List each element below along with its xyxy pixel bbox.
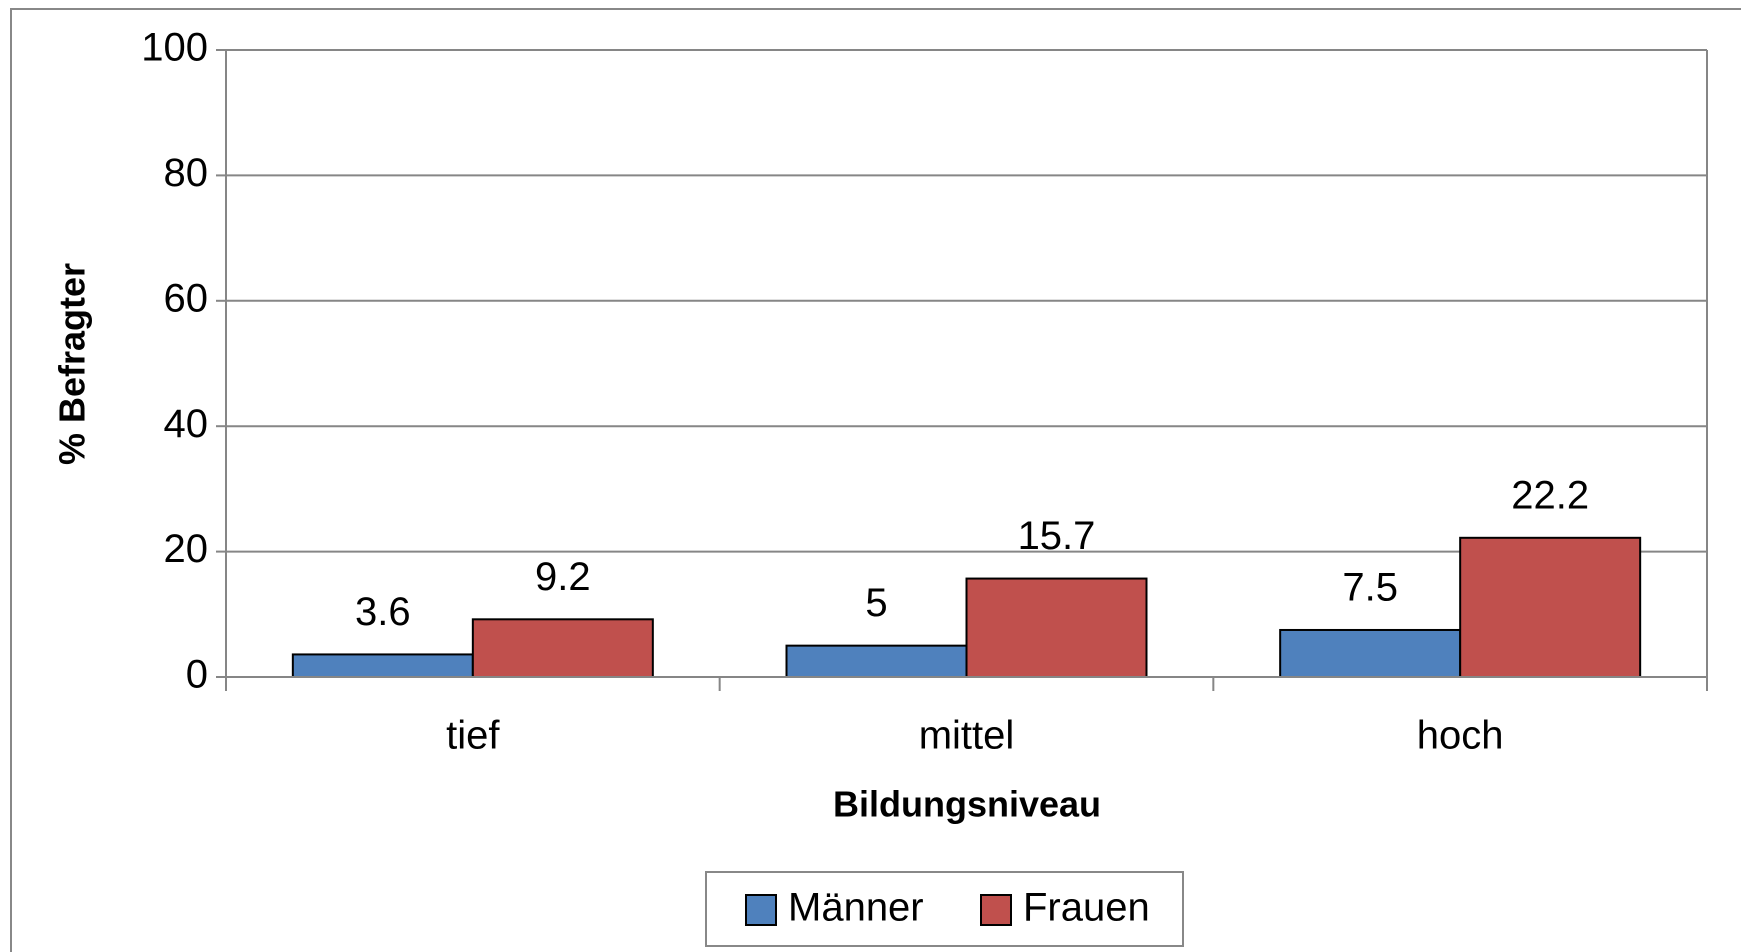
y-tick-label: 40 — [164, 402, 209, 446]
y-axis-title: % Befragter — [52, 263, 93, 465]
data-label: 3.6 — [355, 590, 411, 634]
bar — [965, 577, 1148, 678]
data-label: 15.7 — [1018, 514, 1096, 558]
data-label: 9.2 — [535, 555, 591, 599]
y-tick-label: 80 — [164, 151, 209, 195]
data-label: 7.5 — [1342, 566, 1398, 610]
data-label: 5 — [865, 581, 887, 625]
x-tick-label: hoch — [1417, 714, 1504, 758]
bar — [785, 644, 968, 679]
chart-frame — [10, 8, 1741, 952]
y-tick-label: 100 — [141, 26, 208, 70]
y-tick-label: 60 — [164, 276, 209, 320]
x-tick-label: tief — [446, 714, 500, 758]
x-axis-title: Bildungsniveau — [833, 784, 1101, 825]
bar — [291, 653, 474, 678]
y-tick-label: 0 — [186, 653, 208, 697]
x-tick-label: mittel — [919, 714, 1015, 758]
legend-box — [705, 871, 1184, 947]
legend-swatch — [980, 894, 1012, 926]
y-tick-label: 20 — [164, 527, 209, 571]
bar — [471, 618, 654, 678]
data-label: 22.2 — [1511, 473, 1589, 517]
legend-label: Frauen — [1023, 886, 1150, 930]
legend-label: Männer — [788, 886, 924, 930]
bar — [1279, 628, 1462, 678]
legend-swatch — [745, 894, 777, 926]
bar — [1459, 536, 1642, 679]
